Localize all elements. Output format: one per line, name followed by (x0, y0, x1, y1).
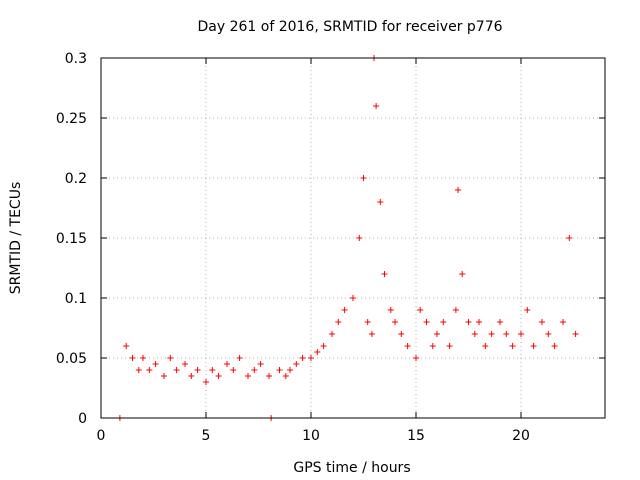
data-point (455, 187, 461, 193)
data-point (257, 361, 264, 367)
y-axis-label: SRMTID / TECUs (8, 182, 24, 295)
x-tick-label: 0 (97, 428, 106, 444)
data-point (350, 295, 356, 301)
data-point (572, 331, 579, 337)
data-point (314, 349, 321, 355)
data-point (129, 355, 136, 361)
data-point (364, 319, 371, 325)
data-point (215, 373, 222, 379)
data-point (140, 355, 146, 361)
data-point (392, 319, 398, 325)
data-point (167, 355, 174, 361)
y-tick-label: 0.1 (65, 291, 87, 307)
data-point (188, 373, 195, 379)
data-point (413, 355, 419, 361)
data-point (423, 319, 430, 325)
data-point (440, 319, 447, 325)
data-point (335, 319, 342, 325)
data-point (266, 373, 272, 379)
data-point (476, 319, 482, 325)
x-tick-label: 5 (202, 428, 211, 444)
data-point (282, 373, 289, 379)
data-point (539, 319, 545, 325)
data-point (287, 367, 293, 373)
data-point (434, 331, 440, 337)
data-point (236, 355, 243, 361)
data-point (518, 331, 524, 337)
data-point (429, 343, 436, 349)
data-point (356, 235, 363, 241)
data-point (459, 271, 466, 277)
data-point (245, 373, 251, 379)
data-point (509, 343, 516, 349)
data-point (182, 361, 188, 367)
data-point (387, 307, 394, 313)
data-point (320, 343, 327, 349)
data-point (404, 343, 411, 349)
data-point (497, 319, 503, 325)
data-point (545, 331, 552, 337)
data-point (377, 199, 384, 205)
data-point (203, 379, 209, 385)
data-point (503, 331, 510, 337)
data-point (417, 307, 424, 313)
data-point (381, 271, 388, 277)
data-point (465, 319, 472, 325)
data-point (194, 367, 201, 373)
data-point (482, 343, 489, 349)
y-tick-label: 0.2 (65, 171, 87, 187)
data-point (276, 367, 283, 373)
data-point (471, 331, 478, 337)
data-point (251, 367, 258, 373)
data-point (146, 367, 153, 373)
data-point (360, 175, 367, 181)
data-point (161, 373, 167, 379)
x-axis-label: GPS time / hours (293, 460, 410, 476)
data-point (123, 343, 130, 349)
x-tick-label: 15 (407, 428, 425, 444)
data-point (530, 343, 537, 349)
y-tick-label: 0.25 (56, 111, 87, 127)
axis-ticks: 0 5 10 15 20 0 0.05 0.1 0.15 0.2 0.25 0.3 (56, 51, 605, 444)
data-point (566, 235, 573, 241)
y-tick-label: 0 (78, 411, 87, 427)
data-point (341, 307, 348, 313)
data-point (488, 331, 495, 337)
y-tick-label: 0.05 (56, 351, 87, 367)
data-point (560, 319, 566, 325)
data-point (446, 343, 453, 349)
y-tick-label: 0.3 (65, 51, 87, 67)
data-point (373, 103, 380, 109)
data-point (209, 367, 216, 373)
data-point (329, 331, 335, 337)
grid-lines (100, 57, 605, 419)
data-point (308, 355, 314, 361)
data-point (224, 361, 230, 367)
data-point (230, 367, 237, 373)
data-point (135, 367, 142, 373)
y-tick-label: 0.15 (56, 231, 87, 247)
x-tick-label: 20 (512, 428, 530, 444)
data-point (452, 307, 459, 313)
data-point (524, 307, 531, 313)
data-point (398, 331, 405, 337)
x-tick-label: 10 (302, 428, 320, 444)
data-point (152, 361, 159, 367)
data-point (293, 361, 300, 367)
data-point (173, 367, 180, 373)
data-point (368, 331, 375, 337)
data-point (299, 355, 306, 361)
data-point (551, 343, 558, 349)
chart-title: Day 261 of 2016, SRMTID for receiver p77… (197, 19, 502, 35)
